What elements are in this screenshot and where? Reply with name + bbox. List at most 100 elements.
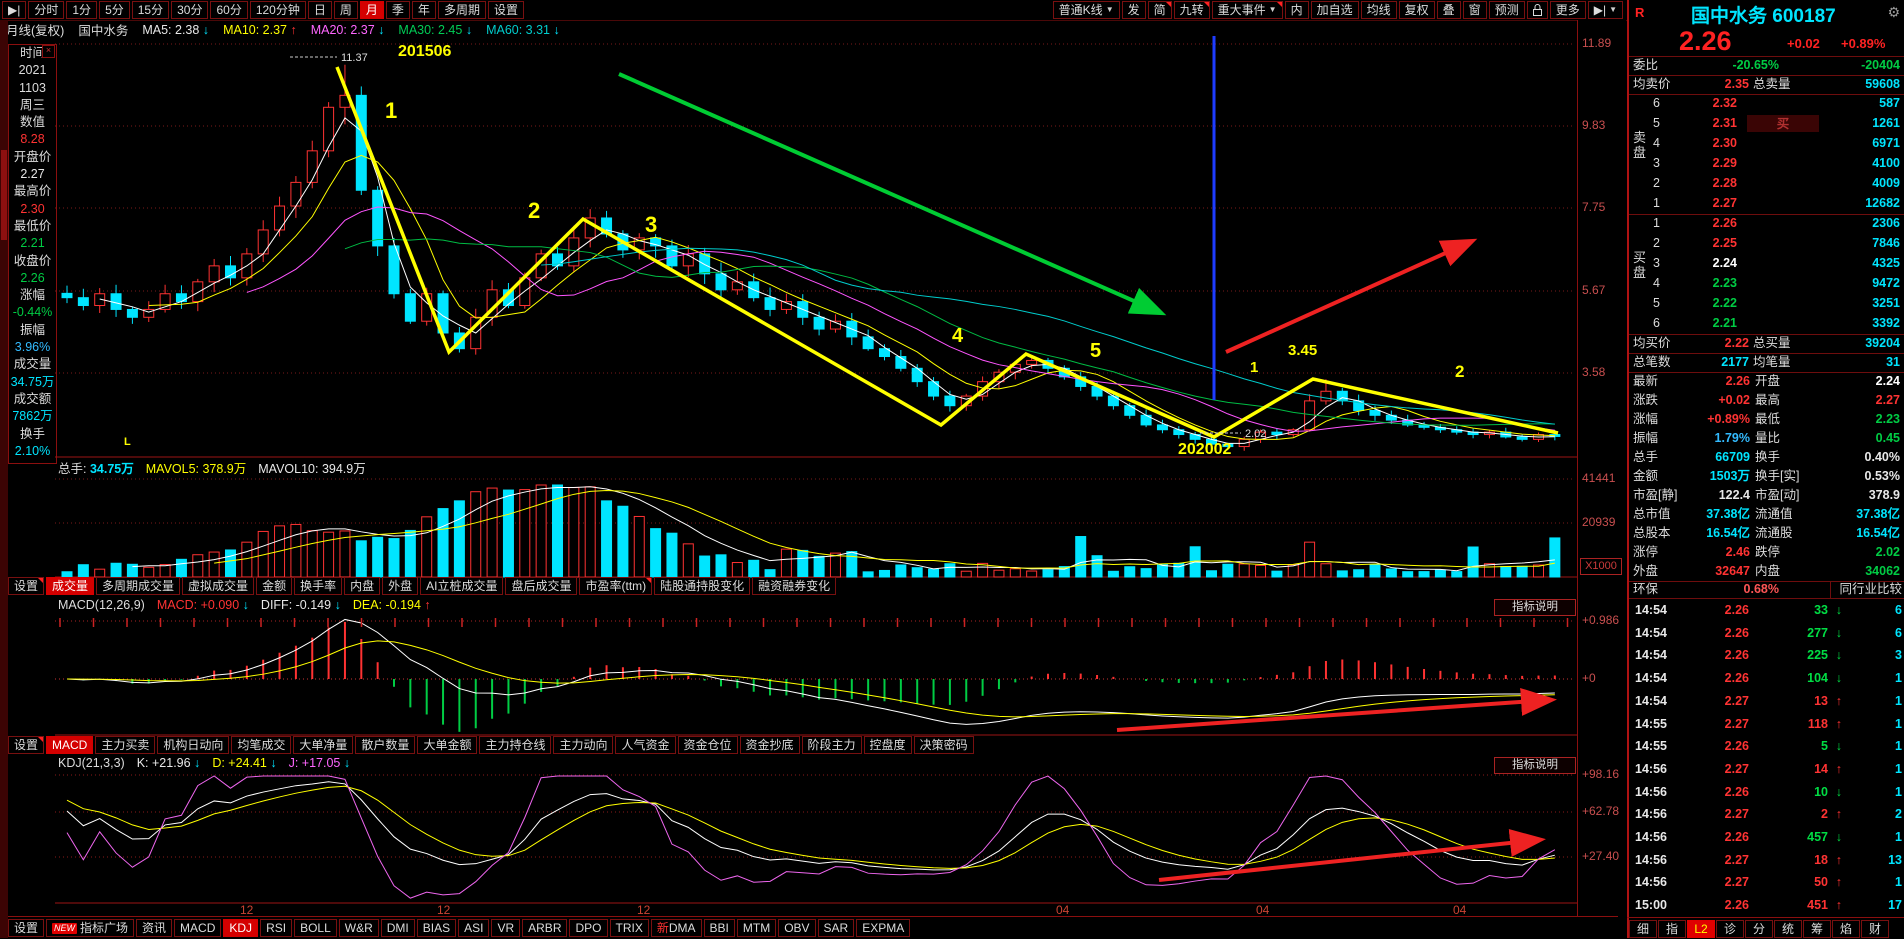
indicator-tab-MACD[interactable]: MACD <box>174 919 222 937</box>
indicator-tab-TRIX[interactable]: TRIX <box>609 919 649 937</box>
sell-row[interactable]: 5 2.31 买 1261 <box>1629 114 1904 133</box>
tool-button-均线[interactable]: 均线 <box>1360 1 1397 19</box>
tool-button-内[interactable]: 内 <box>1284 1 1309 19</box>
period-tab-年[interactable]: 年 <box>411 1 436 19</box>
gear-icon[interactable]: ⚙ <box>1887 4 1900 20</box>
period-tab-120分钟[interactable]: 120分钟 <box>249 1 306 19</box>
indicator-tab-OBV[interactable]: OBV <box>778 919 816 937</box>
indicator-tab-BBI[interactable]: BBI <box>703 919 735 937</box>
macd-tab-大单金额[interactable]: 大单金额 <box>417 736 478 754</box>
period-tab-30分[interactable]: 30分 <box>171 1 209 19</box>
tool-button-发[interactable]: 发 <box>1121 1 1146 19</box>
period-tab-分时[interactable]: 分时 <box>28 1 65 19</box>
macd-tab-主力动向[interactable]: 主力动向 <box>553 736 614 754</box>
macd-tab-机构日动向[interactable]: 机构日动向 <box>157 736 230 754</box>
macd-tab-资金仓位[interactable]: 资金仓位 <box>677 736 738 754</box>
macd-tab-决策密码[interactable]: 决策密码 <box>913 736 974 754</box>
tool-button-窗[interactable]: 窗 <box>1462 1 1487 19</box>
sell-row[interactable]: 3 2.29 4100 <box>1629 154 1904 173</box>
buy-row[interactable]: 5 2.22 3251 <box>1629 294 1904 313</box>
tool-button-九转[interactable]: 九转 <box>1173 1 1210 19</box>
collapse-panel-icon[interactable]: ▶| <box>2 1 27 19</box>
volume-tab-融资融券变化[interactable]: 融资融券变化 <box>752 577 837 595</box>
period-tab-周[interactable]: 周 <box>333 1 358 19</box>
indicator-tab-EXPMA[interactable]: EXPMA <box>856 919 911 937</box>
quote-tab-L2[interactable]: L2 <box>1687 919 1715 938</box>
volume-tab-虚拟成交量[interactable]: 虚拟成交量 <box>182 577 255 595</box>
macd-tab-阶段主力[interactable]: 阶段主力 <box>801 736 862 754</box>
sell-row[interactable]: 2 2.28 4009 <box>1629 174 1904 193</box>
volume-tab-成交量[interactable]: 成交量 <box>46 577 95 595</box>
buy-row[interactable]: 4 2.23 9472 <box>1629 274 1904 293</box>
volume-tab-多周期成交量[interactable]: 多周期成交量 <box>96 577 181 595</box>
indicator-tab-DMI[interactable]: DMI <box>380 919 415 937</box>
indicator-tab-W&R[interactable]: W&R <box>338 919 379 937</box>
tool-button-加自选[interactable]: 加自选 <box>1310 1 1359 19</box>
tool-button-简[interactable]: 简 <box>1147 1 1172 19</box>
indicator-tab-BOLL[interactable]: BOLL <box>294 919 337 937</box>
tool-button-普通K线[interactable]: 普通K线 ▼ <box>1052 1 1120 19</box>
tool-button-叠[interactable]: 叠 <box>1436 1 1461 19</box>
buy-row[interactable]: 2 2.25 7846 <box>1629 234 1904 253</box>
volume-tab-换手率[interactable]: 换手率 <box>294 577 343 595</box>
tool-button-复权[interactable]: 复权 <box>1398 1 1435 19</box>
indicator-help-button-kdj[interactable]: 指标说明 <box>1494 757 1576 774</box>
buy-row[interactable]: 3 2.24 4325 <box>1629 254 1904 273</box>
volume-tab-陆股通持股变化[interactable]: 陆股通持股变化 <box>654 577 751 595</box>
industry-compare-link[interactable]: 同行业比较 <box>1830 581 1902 598</box>
tool-button-▶|[interactable]: ▶| ▼ <box>1587 1 1623 19</box>
period-tab-60分[interactable]: 60分 <box>210 1 248 19</box>
scrollbar-thumb[interactable] <box>1 150 7 240</box>
macd-tab-均笔成交[interactable]: 均笔成交 <box>231 736 292 754</box>
indicator-tab-BIAS[interactable]: BIAS <box>416 919 457 937</box>
indicator-tab-DPO[interactable]: DPO <box>569 919 608 937</box>
volume-tab-AI立桩成交量[interactable]: AI立桩成交量 <box>420 577 504 595</box>
volume-tab-金额[interactable]: 金额 <box>256 577 293 595</box>
period-tab-5分[interactable]: 5分 <box>99 1 130 19</box>
period-tab-设置[interactable]: 设置 <box>487 1 524 19</box>
period-tab-多周期[interactable]: 多周期 <box>437 1 486 19</box>
volume-tab-市盈率(ttm)[interactable]: 市盈率(ttm) <box>579 577 653 595</box>
volume-tab-内盘[interactable]: 内盘 <box>344 577 381 595</box>
quote-tab-统[interactable]: 统 <box>1774 919 1802 938</box>
sell-row[interactable]: 1 2.27 12682 <box>1629 194 1904 213</box>
quote-tab-细[interactable]: 细 <box>1629 919 1657 938</box>
period-tab-季[interactable]: 季 <box>385 1 410 19</box>
indicator-tab-ARBR[interactable]: ARBR <box>522 919 568 937</box>
macd-tab-大单净量[interactable]: 大单净量 <box>293 736 354 754</box>
indicator-tab-MTM[interactable]: MTM <box>736 919 777 937</box>
indicator-tab-DMA[interactable]: 新 DMA <box>650 919 702 937</box>
quote-tab-焰[interactable]: 焰 <box>1832 919 1860 938</box>
indicator-tab-RSI[interactable]: RSI <box>260 919 293 937</box>
volume-tab-盘后成交量[interactable]: 盘后成交量 <box>505 577 578 595</box>
tool-button-更多[interactable]: 更多 <box>1549 1 1586 19</box>
indicator-tab-资讯[interactable]: 资讯 <box>136 919 173 937</box>
indicator-tab-VR[interactable]: VR <box>491 919 521 937</box>
macd-tab-设置[interactable]: 设置 <box>8 736 45 754</box>
quote-tab-指[interactable]: 指 <box>1658 919 1686 938</box>
period-tab-月[interactable]: 月 <box>359 1 384 19</box>
indicator-tab-SAR[interactable]: SAR <box>817 919 855 937</box>
indicator-tab-设置[interactable]: 设置 <box>8 919 45 937</box>
macd-tab-资金抄底[interactable]: 资金抄底 <box>739 736 800 754</box>
volume-tab-外盘[interactable]: 外盘 <box>382 577 419 595</box>
period-tab-1分[interactable]: 1分 <box>66 1 98 19</box>
quote-tab-分[interactable]: 分 <box>1745 919 1773 938</box>
macd-tab-主力持仓线[interactable]: 主力持仓线 <box>479 736 552 754</box>
left-scrollbar[interactable] <box>0 20 8 938</box>
period-tab-日[interactable]: 日 <box>307 1 332 19</box>
sell-row[interactable]: 6 2.32 587 <box>1629 94 1904 113</box>
indicator-tab-KDJ[interactable]: KDJ <box>223 919 259 937</box>
macd-tab-MACD[interactable]: MACD <box>46 736 94 754</box>
macd-tab-控盘度[interactable]: 控盘度 <box>863 736 912 754</box>
tool-button-预测[interactable]: 预测 <box>1488 1 1525 19</box>
quote-tab-财[interactable]: 财 <box>1861 919 1889 938</box>
quote-tab-诊[interactable]: 诊 <box>1716 919 1744 938</box>
macd-tab-人气资金[interactable]: 人气资金 <box>615 736 676 754</box>
buy-row[interactable]: 6 2.21 3392 <box>1629 314 1904 333</box>
indicator-help-button-macd[interactable]: 指标说明 <box>1494 599 1576 616</box>
close-icon[interactable]: × <box>42 45 55 58</box>
buy-row[interactable]: 1 2.26 2306 <box>1629 214 1904 233</box>
lock-icon[interactable] <box>1526 1 1548 19</box>
period-tab-15分[interactable]: 15分 <box>131 1 170 19</box>
